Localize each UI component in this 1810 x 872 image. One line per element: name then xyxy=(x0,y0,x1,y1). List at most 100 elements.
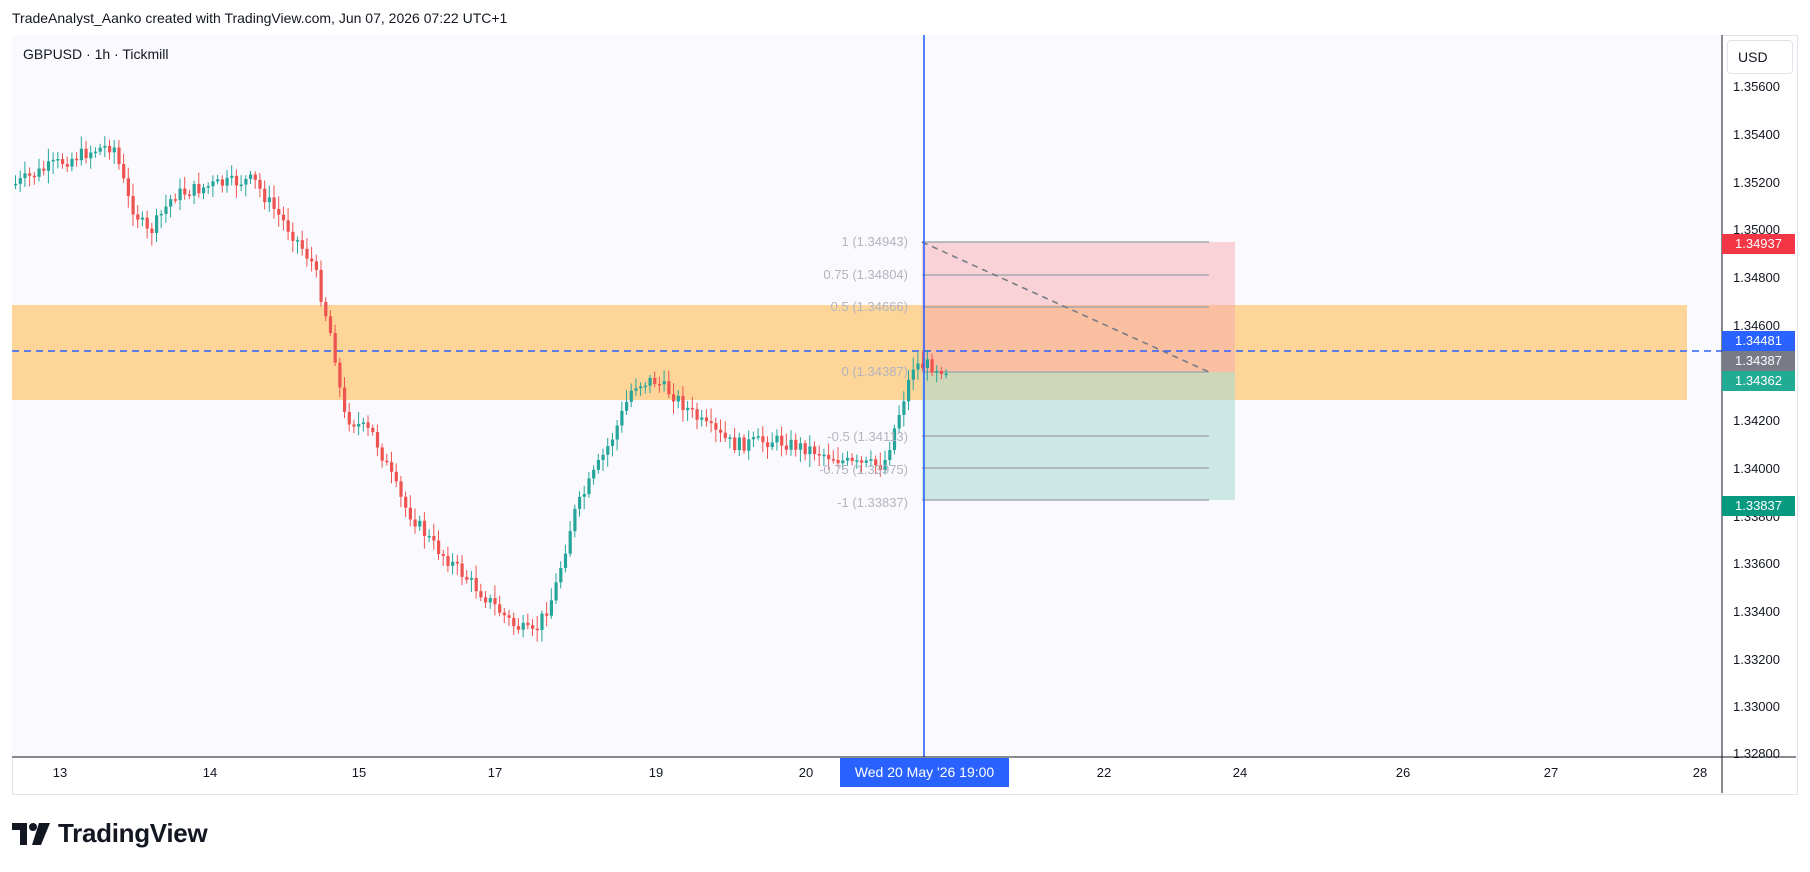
candle-body xyxy=(700,417,704,420)
candle-body xyxy=(14,183,18,186)
candle-body xyxy=(878,465,882,470)
currency-selector[interactable]: USD xyxy=(1727,40,1793,74)
candle-body xyxy=(244,178,248,185)
y-tick-label: 1.35400 xyxy=(1733,127,1780,142)
candle-body xyxy=(51,159,55,162)
x-tick-label: 22 xyxy=(1096,765,1112,780)
candle-body xyxy=(925,359,929,368)
candle-body xyxy=(140,217,145,220)
candle-body xyxy=(197,183,201,194)
y-tick-label: 1.34000 xyxy=(1733,461,1780,476)
candle-body xyxy=(300,240,304,249)
candle-body xyxy=(366,422,370,428)
candle-body xyxy=(911,369,915,380)
candle-body xyxy=(385,460,389,463)
candle-body xyxy=(460,563,464,577)
candle-body xyxy=(277,208,281,215)
candle-body xyxy=(202,187,206,194)
candle-body xyxy=(451,561,455,566)
candle-body xyxy=(831,459,835,461)
candle-body xyxy=(634,388,638,391)
candle-body xyxy=(399,481,403,497)
candle-body xyxy=(639,386,643,389)
candle-body xyxy=(328,316,333,333)
candle-body xyxy=(239,184,243,187)
candle-body xyxy=(874,459,878,466)
candle-body xyxy=(667,381,671,395)
y-tick-label: 1.34200 xyxy=(1733,413,1780,428)
candle-body xyxy=(531,625,535,629)
candle-body xyxy=(253,174,257,180)
candle-body xyxy=(704,417,709,422)
candle-body xyxy=(573,508,577,532)
candle-body xyxy=(888,450,892,461)
candle-body xyxy=(333,332,337,363)
candle-body xyxy=(432,535,436,541)
candle-body xyxy=(620,410,624,426)
tradingview-branding[interactable]: TradingView xyxy=(12,818,208,849)
entry-price-tag: 1.34387 xyxy=(1722,351,1795,371)
candle-body xyxy=(310,258,314,262)
symbol-legend[interactable]: GBPUSD · 1h · Tickmill xyxy=(23,46,169,62)
candle-body xyxy=(183,188,187,195)
candle-body xyxy=(695,409,699,420)
candle-body xyxy=(907,379,911,402)
candle-body xyxy=(131,196,135,215)
candle-body xyxy=(159,213,163,216)
candle-body xyxy=(798,443,803,450)
candle-body xyxy=(714,423,718,430)
x-tick-label: 28 xyxy=(1692,765,1708,780)
candle-body xyxy=(606,446,610,455)
price-chart[interactable] xyxy=(12,35,1796,793)
candle-body xyxy=(122,164,126,179)
candle-body xyxy=(789,439,793,450)
fib-trend-line xyxy=(921,241,1210,373)
candle-body xyxy=(554,582,558,601)
candle-body xyxy=(249,174,253,179)
y-tick-label: 1.35600 xyxy=(1733,79,1780,94)
candle-body xyxy=(108,145,112,153)
fib-label-05: 0.5 (1.34666) xyxy=(830,299,908,314)
candle-body xyxy=(686,407,690,411)
candle-body xyxy=(676,395,680,402)
candle-body xyxy=(150,228,154,234)
candle-body xyxy=(841,460,845,464)
candle-body xyxy=(455,561,459,564)
candle-body xyxy=(869,459,873,461)
candle-body xyxy=(747,439,751,451)
candle-body xyxy=(535,628,539,631)
candle-body xyxy=(935,371,939,373)
x-tick-label: 20 xyxy=(798,765,814,780)
candle-body xyxy=(338,362,342,388)
candle-body xyxy=(187,194,192,196)
candle-body xyxy=(98,147,102,152)
candle-body xyxy=(817,454,821,456)
candle-body xyxy=(916,363,920,370)
candle-body xyxy=(742,437,746,451)
candle-body xyxy=(822,454,826,457)
candle-body xyxy=(296,240,300,242)
candle-body xyxy=(578,496,582,509)
fib-label-075: 0.75 (1.34804) xyxy=(823,267,908,282)
candle-body xyxy=(65,164,69,167)
candle-body xyxy=(32,175,36,178)
x-tick-label: 24 xyxy=(1232,765,1248,780)
candle-body xyxy=(437,540,441,555)
chart-header-caption: TradeAnalyst_Aanko created with TradingV… xyxy=(12,10,508,26)
candle-body xyxy=(465,576,469,580)
tradingview-logo-icon xyxy=(12,822,50,845)
x-tick-label: 26 xyxy=(1395,765,1411,780)
candle-body xyxy=(921,363,925,368)
y-tick-label: 1.34800 xyxy=(1733,270,1780,285)
candle-body xyxy=(479,591,483,598)
candle-body xyxy=(498,604,502,613)
candle-body xyxy=(582,494,586,497)
candle-body xyxy=(808,446,812,455)
candle-body xyxy=(756,436,760,438)
candle-body xyxy=(883,460,887,470)
candle-body xyxy=(70,158,74,167)
y-tick-label: 1.33200 xyxy=(1733,652,1780,667)
y-tick-label: 1.35200 xyxy=(1733,175,1780,190)
candle-body xyxy=(206,186,210,188)
candle-body xyxy=(314,261,318,270)
